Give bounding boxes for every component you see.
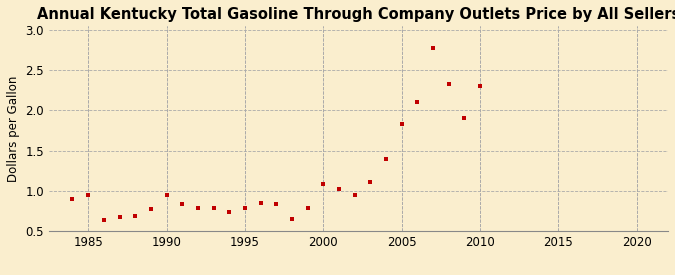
Point [271,201,281,206]
Point [333,187,344,191]
Point [114,215,125,219]
Point [99,218,109,222]
Point [67,197,78,201]
Point [302,206,313,211]
Point [381,156,392,161]
Point [443,82,454,86]
Point [130,213,140,218]
Point [475,84,485,88]
Point [208,206,219,211]
Point [161,192,172,197]
Point [365,180,376,184]
Point [396,122,407,126]
Point [349,192,360,197]
Point [318,181,329,186]
Point [240,206,250,211]
Point [83,192,94,197]
Point [192,205,203,210]
Point [412,100,423,104]
Point [145,207,156,211]
Y-axis label: Dollars per Gallon: Dollars per Gallon [7,75,20,182]
Point [177,202,188,207]
Point [427,46,438,51]
Title: Annual Kentucky Total Gasoline Through Company Outlets Price by All Sellers: Annual Kentucky Total Gasoline Through C… [37,7,675,22]
Point [255,200,266,205]
Point [459,116,470,120]
Point [224,210,235,214]
Point [286,217,297,221]
